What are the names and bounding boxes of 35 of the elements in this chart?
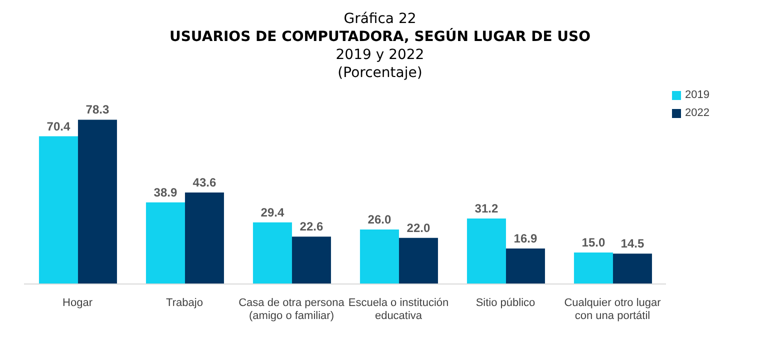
data-label: 16.9 xyxy=(514,232,538,246)
bar xyxy=(292,236,331,284)
x-tick-label: Trabajo xyxy=(166,297,203,309)
bar xyxy=(574,252,613,284)
x-tick-label: Cualquier otro lugar con una portátil xyxy=(564,297,662,322)
data-label: 26.0 xyxy=(368,212,392,226)
x-tick-label: Escuela o institución educativa xyxy=(348,297,449,322)
data-label: 29.4 xyxy=(260,205,284,220)
data-label: 43.6 xyxy=(192,176,216,190)
bar xyxy=(612,254,652,284)
x-tick-label: Sitio público xyxy=(476,297,536,309)
bar xyxy=(146,202,185,284)
data-label: 78.3 xyxy=(86,102,110,117)
data-label: 38.9 xyxy=(154,185,178,200)
x-tick-label: Casa de otra persona (amigo o familiar) xyxy=(238,297,346,322)
chart-title: USUARIOS DE COMPUTADORA, SEGÚN LUGAR DE USO xyxy=(168,28,592,46)
bar xyxy=(360,229,399,284)
bar xyxy=(78,120,117,284)
data-label: 15.0 xyxy=(582,236,606,250)
legend-label: 2022 xyxy=(685,107,710,119)
data-label: 22.6 xyxy=(300,220,324,234)
legend-label: 2019 xyxy=(685,89,710,101)
data-label: 70.4 xyxy=(46,119,70,134)
bar xyxy=(506,248,545,284)
data-label: 31.2 xyxy=(474,202,498,216)
bar xyxy=(38,136,78,284)
bar xyxy=(398,238,438,284)
bar xyxy=(184,192,224,284)
bar xyxy=(466,218,506,284)
x-tick-label: Hogar xyxy=(62,297,93,309)
bar xyxy=(252,222,292,284)
text: Gráfica 22 xyxy=(342,10,418,28)
chart-subtitle: 2019 y 2022 (Porcentaje) xyxy=(334,46,426,82)
data-label: 22.0 xyxy=(406,220,430,235)
data-label: 14.5 xyxy=(620,236,644,251)
